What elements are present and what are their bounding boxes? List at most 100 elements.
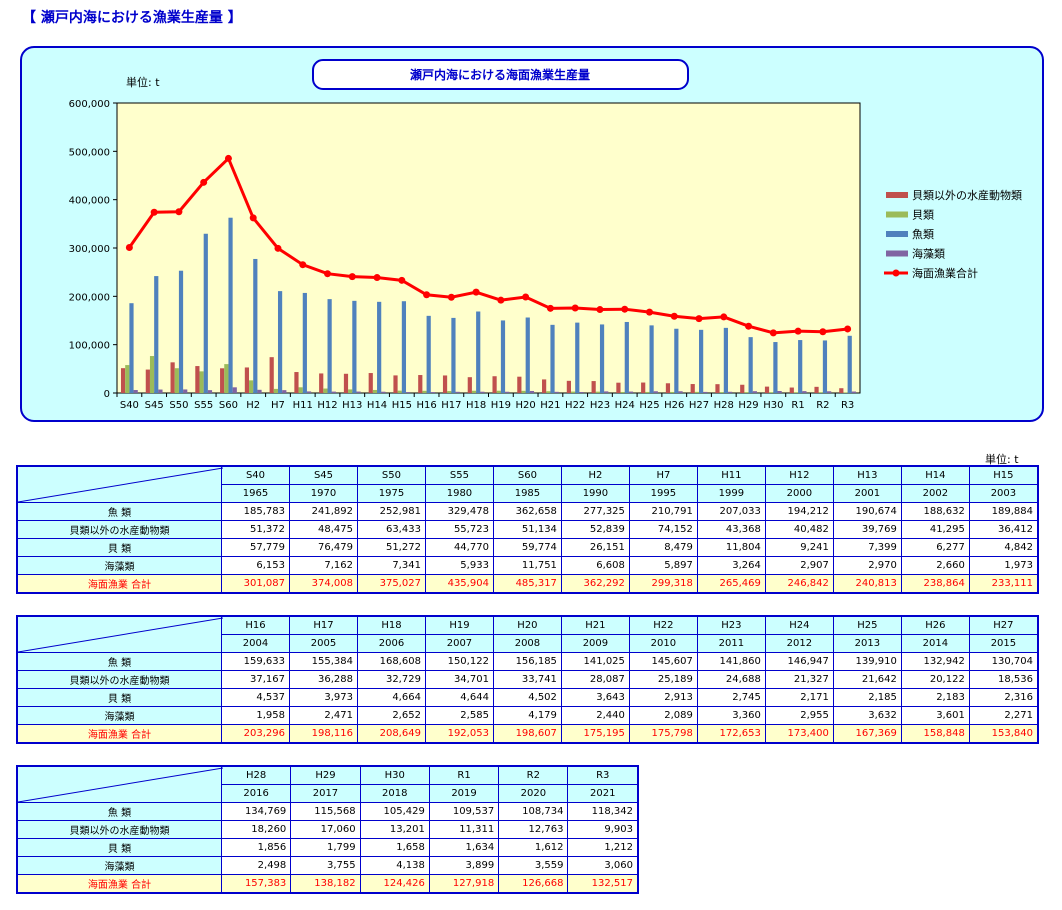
total-point [670,312,678,320]
table-unit-label: 単位: t [985,453,1019,466]
bar-1 [174,368,179,393]
table-cell: 3,755 [290,856,361,875]
table-cell: 362,292 [560,574,630,594]
row-label: 海面漁業 合計 [16,574,222,594]
bar-2 [575,322,580,393]
legend-swatch [886,250,908,257]
table-row: 貝類以外の水産動物類 18,260 17,060 13,201 11,311 12,763… [16,820,639,839]
x-tick-label: H14 [367,400,387,411]
table-row: 魚 類 159,633 155,384 168,608 150,122 156,185 14… [16,652,1039,671]
bar-3 [232,387,237,393]
col-year: 2021 [567,784,639,803]
legend-label: 海藻類 [912,247,945,261]
page-title: 【 瀬戸内海における漁業生産量 】 [22,10,242,26]
table-cell: 7,162 [288,556,358,575]
bar-3 [777,390,782,393]
legend-swatch [886,192,908,198]
table-cell: 44,770 [424,538,494,557]
bar-3 [628,391,634,393]
table-cell: 40,482 [764,520,834,539]
bar-0 [343,373,349,393]
total-line [128,155,848,335]
bar-0 [269,357,274,393]
bar-0 [740,384,745,393]
col-year: 2010 [628,634,698,653]
col-era-code: H14 [900,465,970,485]
col-year: 2017 [290,784,361,803]
table-cell: 2,316 [968,688,1039,707]
bar-2 [277,291,283,393]
col-era-code: H22 [628,615,698,635]
bar-2 [352,300,357,393]
col-era-code: H2 [560,465,630,485]
col-era-code: H21 [560,615,630,635]
table-cell: 11,751 [492,556,562,575]
row-label: 魚 類 [16,502,222,521]
legend-swatch [886,231,908,237]
total-point [324,270,332,278]
row-label: 貝類以外の水産動物類 [16,820,222,839]
row-label: 海藻類 [16,556,222,575]
bar-0 [120,368,126,393]
bar-2 [525,317,530,393]
col-year: 1965 [221,484,290,503]
legend-marker [892,269,900,277]
table-cell: 4,138 [359,856,430,875]
bar-1 [719,392,724,393]
table-cell: 134,769 [220,802,292,821]
bar-3 [282,390,287,393]
table-cell: 24,688 [696,670,766,689]
col-era-code: H27 [968,615,1039,635]
col-year: 2003 [968,484,1039,503]
table-cell: 435,904 [424,574,494,594]
table-cell: 374,008 [288,574,358,594]
col-era-code: H23 [696,615,766,635]
bar-0 [368,373,373,393]
legend-label: 魚類 [912,228,934,241]
table-cell: 105,429 [359,802,430,821]
total-point [447,293,455,301]
x-tick-label: S55 [194,400,213,411]
legend-label: 貝類 [912,209,934,222]
total-point [175,208,183,216]
total-point [571,304,579,312]
bar-2 [377,301,382,393]
bar-2 [649,325,654,393]
x-tick-label: H12 [317,400,337,411]
col-year: 2002 [900,484,970,503]
x-tick-label: S45 [145,400,164,411]
bar-1 [744,392,749,393]
table-cell: 301,087 [221,574,290,594]
col-year: 2011 [696,634,766,653]
bar-0 [839,388,844,393]
table-cell: 21,327 [764,670,834,689]
chart-title-box [312,59,689,90]
bar-3 [480,391,485,393]
y-tick-label: 200,000 [69,292,110,303]
table-cell: 21,642 [832,670,902,689]
bar-0 [715,384,720,393]
table-cell: 277,325 [560,502,630,521]
table-cell: 168,608 [356,652,426,671]
table-cell: 158,848 [900,724,970,744]
col-era-code: H17 [288,615,358,635]
bar-2 [599,324,605,393]
table-cell: 138,182 [290,874,361,894]
bar-1 [769,392,774,393]
bar-2 [723,327,728,393]
table-cell: 2,652 [356,706,426,725]
data-table-1: S40 S45 S50 S55 S60 H2 H7 H11 H12 H13 H14 H15 1965 19… [16,465,1039,594]
bar-0 [195,366,200,393]
col-year: 1975 [356,484,426,503]
table-cell: 2,471 [288,706,358,725]
x-tick-label: R3 [841,400,854,411]
table-row: 魚 類 134,769 115,568 105,429 109,537 108,734 11… [16,802,639,821]
row-label: 貝 類 [16,838,222,857]
table-cell: 175,195 [560,724,630,744]
table-cell: 188,632 [900,502,970,521]
bar-2 [773,342,778,393]
table-cell: 37,167 [221,670,290,689]
chart-title: 瀬戸内海における海面漁業生産量 [409,67,590,82]
col-year: 2020 [498,784,569,803]
